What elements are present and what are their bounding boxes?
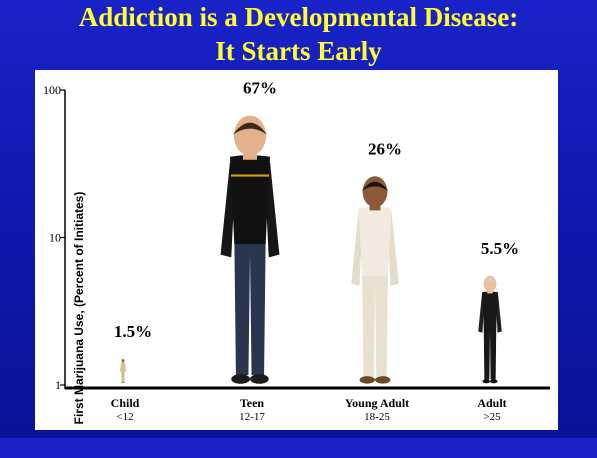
teen-figure: [220, 115, 280, 384]
category-label-3: Young Adult: [345, 396, 409, 410]
value-label-2: 67%: [243, 79, 277, 98]
value-label-4: 5.5%: [481, 239, 519, 258]
chart-panel: 1 10 100 1.5% Child <12 67% Teen 12-17 26% Young …: [35, 70, 558, 430]
age-range-label-4: >25: [483, 411, 501, 423]
people-figure-bars: [120, 115, 502, 384]
category-label-1: Child: [111, 396, 140, 410]
child-figure: [120, 359, 126, 384]
category-label-4: Adult: [477, 396, 506, 410]
adult-figure: [478, 275, 502, 384]
slide-title-line-2: It Starts Early: [215, 36, 382, 66]
age-range-label-3: 18-25: [364, 411, 390, 423]
y-tick-label-100: 100: [43, 83, 61, 97]
slide-title-line-1: Addiction is a Developmental Disease:: [78, 2, 519, 32]
y-axis-label: First Marijuana Use, (Percent of Initiat…: [72, 191, 86, 425]
y-tick-label-1: 1: [55, 378, 61, 392]
young-adult-figure: [351, 176, 399, 384]
age-range-label-1: <12: [116, 411, 133, 423]
value-label-3: 26%: [368, 139, 402, 158]
chart-axes: 1 10 100: [43, 83, 550, 392]
category-label-2: Teen: [240, 396, 265, 410]
age-range-label-2: 12-17: [239, 411, 265, 423]
y-tick-label-10: 10: [49, 231, 61, 245]
value-label-1: 1.5%: [114, 322, 152, 341]
